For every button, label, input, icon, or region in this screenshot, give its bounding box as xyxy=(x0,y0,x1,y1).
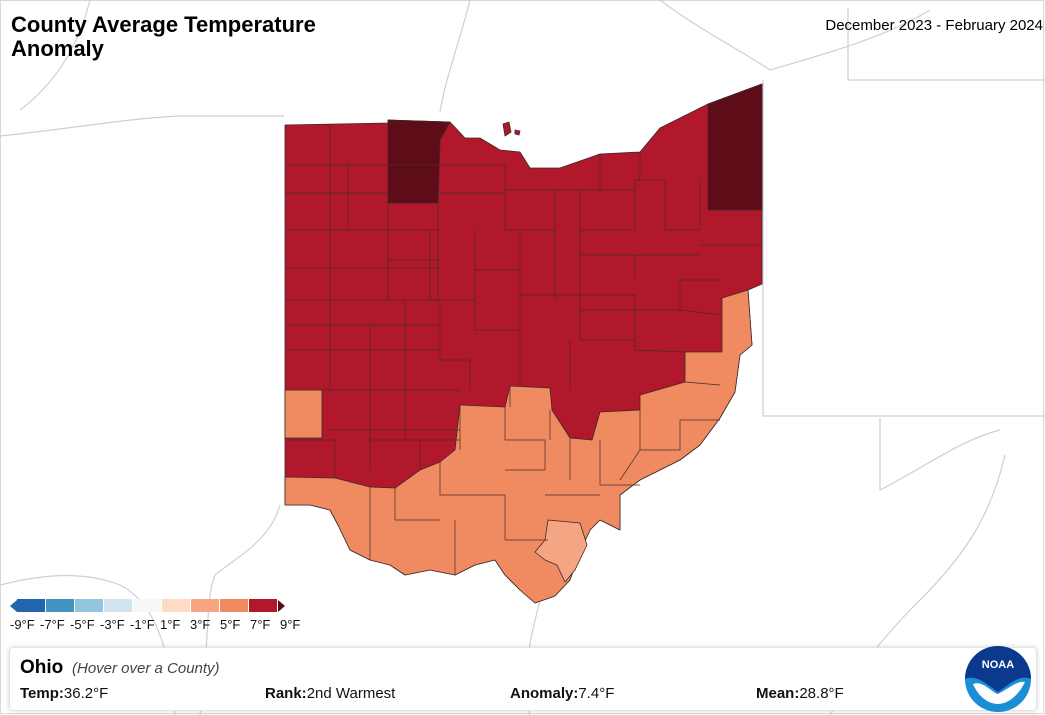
county-west-orange[interactable] xyxy=(284,389,323,439)
noaa-logo-icon[interactable]: NOAA xyxy=(963,644,1033,714)
hover-hint: (Hover over a County) xyxy=(72,660,220,677)
legend-swatch xyxy=(191,599,220,612)
noaa-logo-text: NOAA xyxy=(982,659,1014,671)
legend-label: -1°F xyxy=(130,617,155,632)
temp-value: 36.2°F xyxy=(63,685,109,702)
ohio-counties[interactable] xyxy=(284,83,763,604)
legend-swatch xyxy=(162,599,191,612)
legend-swatch xyxy=(75,599,104,612)
legend-swatch xyxy=(133,599,162,612)
map-title: County Average Temperature Anomaly xyxy=(11,12,316,61)
rank-label: Rank: xyxy=(265,685,307,702)
legend-swatch xyxy=(104,599,133,612)
legend-label: 1°F xyxy=(160,617,181,632)
legend-label: 5°F xyxy=(220,617,241,632)
lake-island[interactable] xyxy=(502,121,512,137)
anomaly-value: 7.4°F xyxy=(578,685,615,702)
date-range: December 2023 - February 2024 xyxy=(825,17,1043,34)
legend-bar xyxy=(10,599,285,612)
lake-island-2[interactable] xyxy=(514,129,521,136)
county-group-southeast[interactable] xyxy=(284,289,753,604)
county-dark-nw[interactable] xyxy=(387,119,451,204)
legend-label: -5°F xyxy=(70,617,95,632)
rank-stat: Rank:2nd Warmest xyxy=(265,685,395,702)
mean-label: Mean: xyxy=(756,685,800,702)
legend-label: 7°F xyxy=(250,617,271,632)
temp-stat: Temp:36.2°F xyxy=(20,685,108,702)
rank-value: 2nd Warmest xyxy=(306,685,396,702)
legend-swatch xyxy=(220,599,249,612)
legend-swatch xyxy=(249,599,278,612)
color-legend: -9°F -7°F -5°F -3°F -1°F 1°F 3°F 5°F 7°F 9°F xyxy=(10,597,310,637)
mean-stat: Mean:28.8°F xyxy=(756,685,844,702)
state-name: Ohio xyxy=(20,657,64,678)
legend-label: -7°F xyxy=(40,617,65,632)
legend-label: 9°F xyxy=(280,617,301,632)
legend-swatch xyxy=(17,599,46,612)
temp-label: Temp: xyxy=(20,685,64,702)
legend-labels: -9°F -7°F -5°F -3°F -1°F 1°F 3°F 5°F 7°F 9°F xyxy=(10,617,310,632)
mean-value: 28.8°F xyxy=(799,685,844,702)
legend-cap-right xyxy=(278,599,285,612)
legend-cap-left xyxy=(10,599,17,612)
legend-label: 3°F xyxy=(190,617,211,632)
anomaly-stat: Anomaly:7.4°F xyxy=(510,685,614,702)
legend-swatch xyxy=(46,599,75,612)
legend-label: -9°F xyxy=(10,617,35,632)
info-panel: Ohio (Hover over a County) Temp:36.2°F R… xyxy=(9,647,1037,711)
legend-label: -3°F xyxy=(100,617,125,632)
anomaly-label: Anomaly: xyxy=(510,685,579,702)
county-dark-ne[interactable] xyxy=(707,83,763,211)
county-light-south[interactable] xyxy=(534,519,588,583)
